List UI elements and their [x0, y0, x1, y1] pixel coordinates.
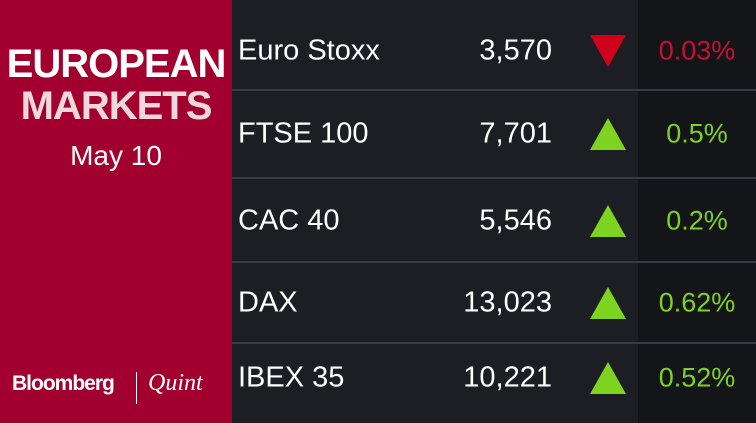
index-value: 5,546 — [479, 204, 552, 237]
logo-divider — [136, 372, 137, 404]
change-column — [638, 0, 756, 423]
index-change: 0.03% — [658, 35, 736, 66]
index-value: 7,701 — [479, 117, 552, 150]
down-arrow — [590, 35, 626, 67]
logo-partner: Quint — [148, 370, 203, 396]
title-line: EUROPEAN — [6, 42, 227, 86]
index-name: CAC 40 — [238, 204, 340, 237]
up-arrow — [590, 362, 626, 394]
row-separator — [232, 89, 756, 91]
index-name: DAX — [238, 286, 298, 319]
up-arrow — [590, 287, 626, 319]
row-separator — [232, 342, 756, 344]
row-separator — [232, 177, 756, 179]
logo-brand: Bloomberg — [12, 372, 115, 395]
title-panel: EUROPEAN MARKETS May 10 Bloomberg Quint — [0, 0, 232, 423]
index-change: 0.52% — [658, 362, 736, 393]
index-value: 3,570 — [479, 34, 552, 67]
title-line: MARKETS — [20, 84, 213, 128]
index-value: 13,023 — [463, 286, 552, 319]
index-change: 0.2% — [666, 205, 728, 236]
date: May 10 — [70, 140, 162, 171]
index-change: 0.5% — [666, 118, 728, 149]
up-arrow — [590, 118, 626, 150]
index-name: IBEX 35 — [238, 361, 345, 394]
index-change: 0.62% — [658, 287, 736, 318]
up-arrow — [590, 205, 626, 237]
index-name: FTSE 100 — [238, 117, 369, 150]
row-separator — [232, 261, 756, 263]
index-name: Euro Stoxx — [238, 34, 380, 67]
index-value: 10,221 — [463, 361, 552, 394]
